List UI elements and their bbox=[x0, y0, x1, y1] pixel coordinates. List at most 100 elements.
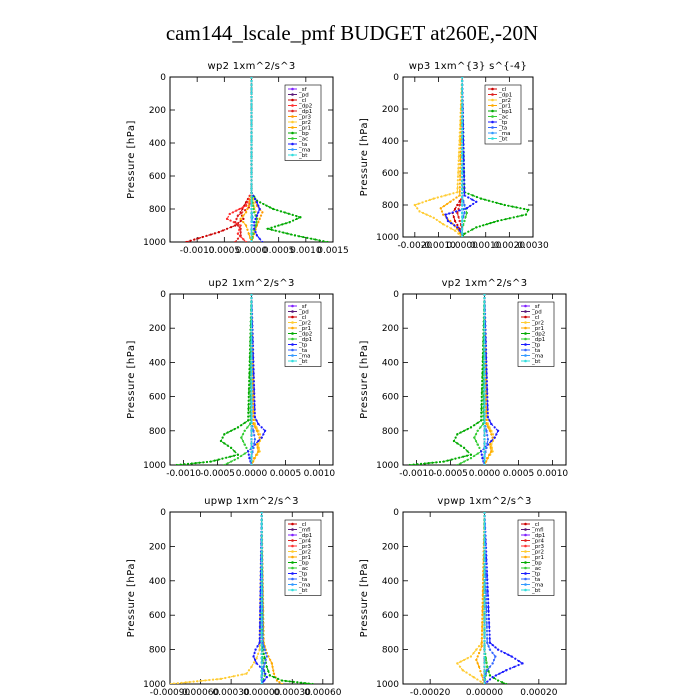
series-point bbox=[226, 444, 229, 447]
series-point bbox=[236, 426, 240, 429]
series-point bbox=[481, 597, 484, 600]
series-point bbox=[260, 674, 263, 677]
series-point bbox=[460, 187, 464, 191]
series-point bbox=[265, 676, 268, 679]
series-point bbox=[488, 621, 491, 625]
series-point bbox=[442, 204, 446, 208]
series-point bbox=[458, 456, 461, 459]
legend-marker bbox=[291, 104, 294, 107]
x-tick-label: 0.0000 bbox=[236, 469, 268, 479]
series-point bbox=[501, 670, 504, 674]
legend-label: _dp2 bbox=[298, 332, 312, 338]
series-point bbox=[175, 463, 178, 465]
series-point bbox=[233, 450, 236, 453]
y-tick-label: 1000 bbox=[376, 461, 399, 471]
series-point bbox=[241, 433, 245, 436]
y-tick-label: 1000 bbox=[143, 461, 166, 471]
series-point bbox=[455, 210, 458, 213]
series-point bbox=[446, 202, 449, 206]
series-point bbox=[483, 599, 486, 602]
series-point bbox=[258, 621, 262, 625]
legend-label: _dp1 bbox=[498, 93, 512, 99]
series-point bbox=[272, 676, 276, 679]
legend-marker bbox=[291, 588, 294, 592]
series-point bbox=[253, 211, 256, 214]
series-point bbox=[483, 332, 486, 335]
series-point bbox=[213, 459, 216, 462]
series-point bbox=[250, 425, 253, 428]
series-point bbox=[259, 201, 262, 204]
series-point bbox=[457, 215, 460, 219]
x-tick-label: 0.0005 bbox=[209, 246, 241, 256]
series-point bbox=[247, 232, 250, 235]
series-point bbox=[459, 162, 462, 165]
series-point bbox=[250, 446, 253, 449]
series-point bbox=[444, 194, 447, 197]
series-line-bp bbox=[483, 512, 507, 684]
y-tick-label: 800 bbox=[149, 205, 166, 215]
series-point bbox=[485, 380, 489, 383]
legend-label: _pr1 bbox=[531, 326, 544, 332]
series-point bbox=[250, 171, 253, 174]
series-point bbox=[425, 200, 428, 203]
series-point bbox=[453, 219, 457, 223]
series-point bbox=[468, 673, 472, 676]
series-point bbox=[247, 403, 250, 406]
legend-label: _cl bbox=[298, 98, 307, 104]
series-point bbox=[190, 462, 193, 465]
legend-marker bbox=[524, 315, 527, 319]
series-point bbox=[326, 240, 329, 242]
series-point bbox=[483, 547, 486, 550]
series-point bbox=[412, 463, 415, 465]
series-point bbox=[483, 384, 486, 387]
legend-marker bbox=[291, 566, 294, 570]
series-point bbox=[487, 613, 490, 617]
series-point bbox=[458, 665, 462, 668]
series-point bbox=[236, 232, 240, 235]
series-point bbox=[260, 631, 263, 634]
series-point bbox=[485, 422, 488, 426]
y-tick-label: 600 bbox=[149, 393, 166, 403]
series-point bbox=[464, 215, 467, 219]
series-point bbox=[456, 203, 459, 207]
series-point bbox=[500, 218, 503, 222]
legend-marker bbox=[524, 522, 527, 526]
series-point bbox=[276, 209, 279, 212]
series-point bbox=[232, 675, 235, 678]
series-point bbox=[484, 586, 488, 589]
series-point bbox=[258, 641, 261, 644]
series-point bbox=[496, 219, 499, 223]
series-point bbox=[462, 455, 465, 458]
panel-6: vpwp 1xm^2/s^3 Pressure [hPa] 0 200 400 600 80… bbox=[359, 496, 567, 698]
series-point bbox=[236, 453, 240, 456]
series-point bbox=[253, 392, 256, 395]
series-point bbox=[458, 190, 461, 193]
series-point bbox=[467, 196, 470, 199]
series-point bbox=[260, 615, 263, 618]
legend-marker bbox=[291, 577, 294, 581]
legend-label: _pr1 bbox=[298, 326, 311, 332]
legend-marker bbox=[491, 87, 494, 91]
panel-1: wp2 1xm^2/s^3 Pressure [hPa] 0 200 400 600 800… bbox=[126, 61, 349, 256]
legend-marker bbox=[524, 566, 527, 570]
series-point bbox=[240, 424, 243, 427]
series-point bbox=[248, 368, 251, 371]
y-tick-label: 800 bbox=[382, 646, 399, 656]
series-point bbox=[255, 234, 259, 237]
series-point bbox=[230, 446, 233, 449]
series-point bbox=[252, 418, 255, 421]
series-point bbox=[249, 418, 252, 421]
series-point bbox=[254, 217, 257, 220]
legend-marker bbox=[524, 343, 527, 346]
series-point bbox=[250, 294, 253, 296]
series-point bbox=[488, 648, 492, 651]
series-point bbox=[250, 312, 253, 316]
series-point bbox=[247, 204, 250, 207]
legend-marker bbox=[291, 126, 294, 129]
series-point bbox=[278, 230, 281, 233]
series-point bbox=[483, 526, 486, 530]
series-point bbox=[442, 223, 445, 226]
series-point bbox=[486, 641, 489, 644]
series-point bbox=[483, 438, 486, 441]
series-point bbox=[260, 567, 263, 570]
